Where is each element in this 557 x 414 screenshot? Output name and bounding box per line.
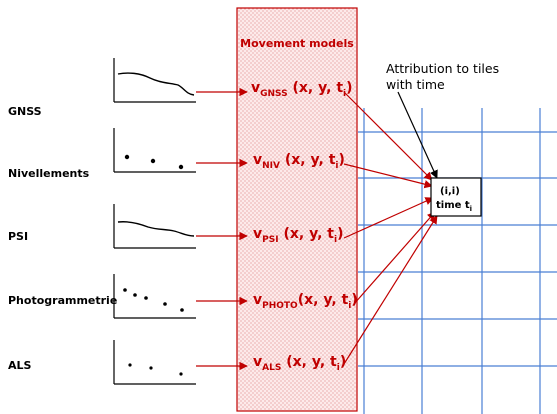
source-label-als: ALS [8, 359, 32, 372]
graph-point [144, 296, 148, 300]
source-label-nivellements: Nivellements [8, 167, 90, 180]
velocity-psi: vPSI (x, y, ti) [253, 226, 344, 245]
velocity-gnss: vGNSS (x, y, ti) [251, 80, 353, 99]
graph-curve [117, 72, 195, 96]
arrow-als-to-tile [343, 215, 438, 365]
source-label-gnss: GNSS [8, 105, 42, 118]
graph-curve [117, 221, 195, 237]
target-tile [430, 177, 482, 217]
movement-models-panel [236, 7, 358, 412]
mini-graph-gnss [113, 58, 196, 103]
graph-point [179, 372, 183, 376]
arrow-gnss-to-tile [343, 91, 433, 181]
graph-point [133, 293, 137, 297]
source-label-photogrammetrie: Photogrammetrie [8, 294, 117, 307]
graph-point [178, 164, 184, 170]
mini-graph-psi [113, 204, 196, 249]
mini-graph-nivellements [113, 128, 196, 173]
graph-point [124, 154, 130, 160]
velocity-niv: vNIV (x, y, ti) [253, 152, 345, 171]
attribution-arrow [397, 91, 438, 179]
tile-time: time ti [436, 200, 472, 213]
graph-point [123, 288, 127, 292]
velocity-photo: vPHOTO(x, y, ti) [253, 292, 358, 311]
velocity-als: vALS (x, y, ti) [253, 354, 346, 373]
graph-point [163, 302, 167, 306]
arrow-psi-to-tile [343, 197, 434, 239]
arrow-photo-to-tile [353, 211, 436, 305]
graph-point [149, 366, 153, 370]
attribution-label-line2: with time [386, 77, 445, 92]
mini-graph-photogrammetrie [113, 274, 196, 319]
tile-grid [358, 108, 557, 414]
graph-point [180, 308, 184, 312]
source-label-psi: PSI [8, 230, 28, 243]
attribution-label-line1: Attribution to tiles [386, 61, 499, 76]
graph-point [150, 158, 156, 164]
arrow-niv-to-tile [343, 163, 433, 189]
movement-models-title: Movement models [240, 37, 354, 50]
graph-point [128, 363, 132, 367]
mini-graph-als [113, 340, 196, 385]
tile-index: (i,i) [440, 186, 460, 197]
